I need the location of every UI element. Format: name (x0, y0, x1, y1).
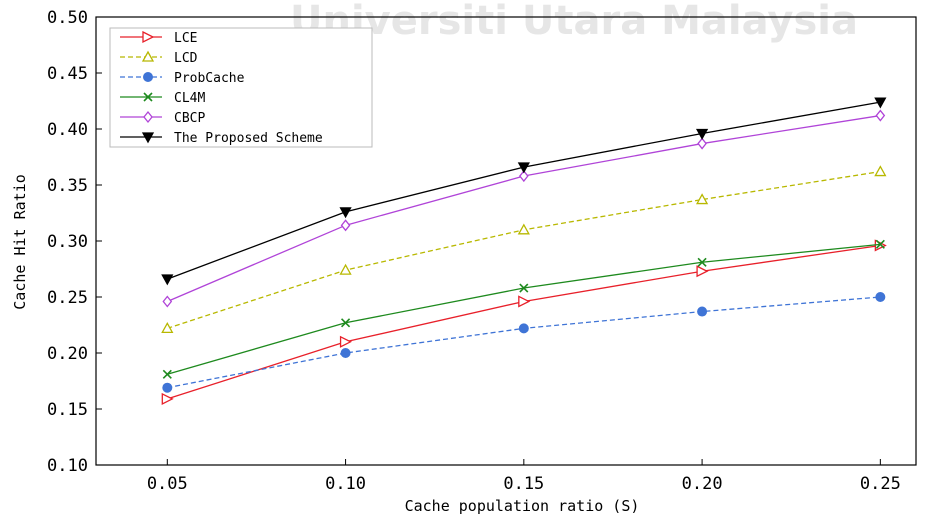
data-point (517, 162, 530, 174)
data-point (697, 137, 707, 150)
data-point (696, 265, 709, 278)
legend-marker (143, 72, 153, 82)
series-4 (162, 109, 886, 308)
y-tick-label: 0.15 (47, 400, 88, 420)
legend-label: ProbCache (174, 71, 245, 86)
data-point (697, 306, 708, 317)
data-point (697, 257, 707, 267)
x-tick-label: 0.10 (325, 474, 366, 494)
legend-marker (143, 110, 153, 124)
data-point (340, 219, 351, 232)
data-point (875, 109, 886, 122)
data-point (518, 169, 529, 183)
legend-marker (141, 132, 155, 144)
data-point (518, 323, 529, 334)
data-point (695, 193, 709, 205)
y-tick-label: 0.35 (47, 176, 88, 196)
data-point (162, 369, 172, 379)
series-line (167, 244, 881, 400)
legend-label: CBCP (174, 111, 205, 126)
series-layer (161, 97, 887, 405)
axes: 0.10 0.15 0.20 0.25 0.30 0.35 0.40 0.45 0.50 0.05… (47, 8, 917, 494)
series-1 (161, 165, 887, 334)
series-line (167, 170, 881, 329)
data-point (162, 382, 173, 393)
data-point (695, 128, 709, 140)
series-line (167, 243, 881, 375)
data-point (875, 292, 886, 302)
data-point (874, 97, 887, 109)
data-point (161, 322, 174, 334)
y-tick-label: 0.40 (47, 120, 88, 140)
y-tick-label: 0.10 (47, 456, 88, 476)
legend: LCE LCD ProbCache CL4M CBCP The Proposed Sche… (109, 27, 373, 148)
legend-marker (141, 50, 155, 62)
data-point (875, 239, 885, 249)
data-point (517, 223, 530, 235)
data-point (518, 295, 531, 308)
data-point (339, 207, 352, 219)
y-tick-label: 0.20 (47, 344, 88, 364)
data-point (340, 348, 351, 358)
series-line (167, 296, 881, 389)
series-3 (162, 239, 885, 379)
data-point (162, 295, 173, 308)
y-axis-label: Cache Hit Ratio (11, 174, 29, 309)
data-point (874, 165, 887, 177)
y-tick-label: 0.45 (47, 64, 88, 84)
data-point (519, 283, 529, 293)
y-tick-label: 0.25 (47, 288, 88, 308)
legend-marker (142, 30, 155, 44)
series-2 (162, 292, 886, 393)
data-point (340, 318, 351, 328)
watermark: Universiti Utara Malaysia (290, 0, 858, 44)
series-5 (161, 97, 887, 286)
x-tick-label: 0.25 (860, 474, 901, 494)
legend-label: CL4M (174, 91, 205, 106)
x-tick-label: 0.05 (147, 474, 188, 494)
legend-label: LCD (174, 51, 198, 66)
series-0 (161, 239, 887, 405)
legend-marker (143, 92, 153, 102)
legend-label: LCE (174, 31, 197, 46)
legend-box (109, 27, 373, 148)
y-tick-label: 0.50 (47, 8, 88, 28)
y-tick-label: 0.30 (47, 232, 88, 252)
data-point (339, 335, 353, 348)
data-point (161, 392, 174, 405)
data-point (161, 274, 174, 286)
x-tick-label: 0.20 (682, 474, 723, 494)
x-tick-label: 0.15 (503, 474, 544, 494)
legend-label: The Proposed Scheme (174, 131, 323, 146)
x-axis-label: Cache population ratio (S) (405, 497, 640, 515)
data-point (339, 263, 352, 275)
